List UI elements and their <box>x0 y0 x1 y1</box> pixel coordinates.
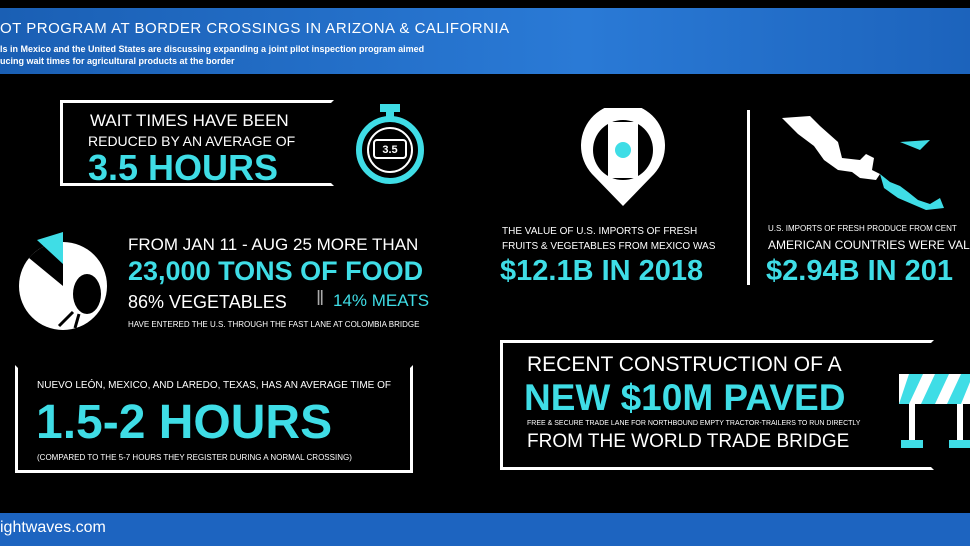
header-band <box>0 8 970 74</box>
mexico-line: FRUITS & VEGETABLES FROM MEXICO WAS <box>502 241 716 252</box>
ca-headline: $2.94B IN 201 <box>766 255 954 287</box>
construction-line: RECENT CONSTRUCTION OF A <box>527 353 842 376</box>
separator: ‖ <box>316 288 325 310</box>
stopwatch-label: 3.5 <box>382 144 397 156</box>
mexico-pin-icon <box>581 108 665 206</box>
time-line: NUEVO LEÓN, MEXICO, AND LAREDO, TEXAS, H… <box>37 380 391 391</box>
central-america-map <box>782 116 944 210</box>
mexico-headline: $12.1B IN 2018 <box>500 255 704 287</box>
time-headline: 1.5-2 HOURS <box>36 396 333 449</box>
pie-icon <box>19 232 107 330</box>
wait-box <box>60 100 334 186</box>
construction-line: FROM THE WORLD TRADE BRIDGE <box>527 431 850 452</box>
food-note: HAVE ENTERED THE U.S. THROUGH THE FAST L… <box>128 320 420 329</box>
header-subtitle: ucing wait times for agricultural produc… <box>0 56 235 66</box>
divider <box>747 110 750 285</box>
construction-box <box>500 340 934 470</box>
wait-line: WAIT TIMES HAVE BEEN <box>90 111 289 130</box>
wait-headline: 3.5 HOURS <box>88 147 279 188</box>
food-vegetables: 86% VEGETABLES <box>128 292 287 312</box>
time-note: (COMPARED TO THE 5-7 HOURS THEY REGISTER… <box>37 453 352 462</box>
stopwatch-icon: 3.5 <box>356 104 424 184</box>
wait-line: REDUCED BY AN AVERAGE OF <box>88 133 296 149</box>
ca-line: AMERICAN COUNTRIES WERE VALUED <box>768 238 970 252</box>
food-line: FROM JAN 11 - AUG 25 MORE THAN <box>128 235 419 254</box>
food-meats: 14% MEATS <box>333 291 430 310</box>
header-subtitle: ls in Mexico and the United States are d… <box>0 44 425 54</box>
footer-band <box>0 513 970 546</box>
food-headline: 23,000 TONS OF FOOD <box>128 256 424 286</box>
header-title: OT PROGRAM AT BORDER CROSSINGS IN ARIZON… <box>0 20 510 37</box>
construction-headline: NEW $10M PAVED <box>524 377 846 418</box>
construction-note: FREE & SECURE TRADE LANE FOR NORTHBOUND … <box>527 420 861 427</box>
time-box <box>15 365 413 473</box>
mexico-line: THE VALUE OF U.S. IMPORTS OF FRESH <box>502 226 698 237</box>
footer-site: ightwaves.com <box>0 519 106 536</box>
ca-line: U.S. IMPORTS OF FRESH PRODUCE FROM CENT <box>768 224 957 233</box>
barricade-icon <box>899 374 970 448</box>
